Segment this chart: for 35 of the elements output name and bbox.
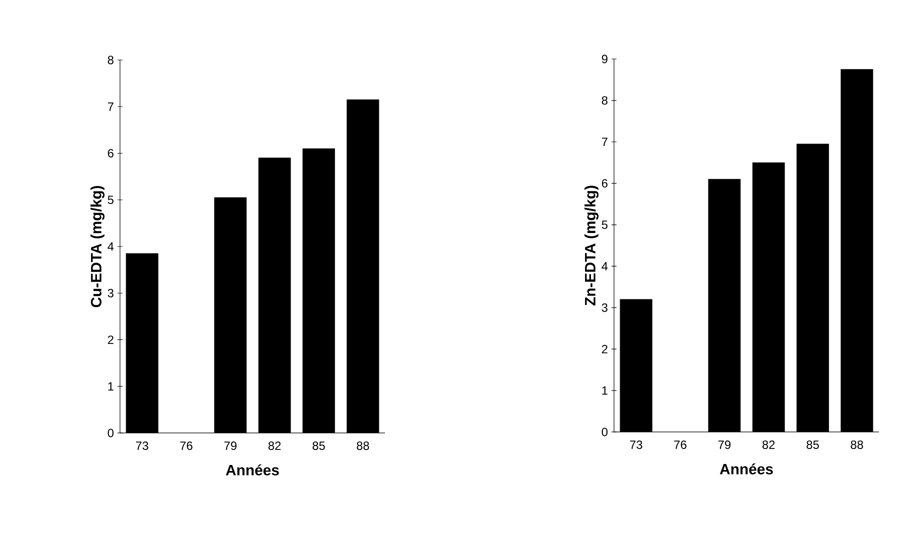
y-tick-label: 0 xyxy=(602,428,608,436)
x-tick-label: 82 xyxy=(268,442,281,450)
x-tick-label: 85 xyxy=(312,442,325,450)
y-tick-label: 6 xyxy=(108,149,114,158)
y-tick-label: 9 xyxy=(602,54,608,64)
y-tick-label: 7 xyxy=(108,102,114,111)
y-tick-label: 5 xyxy=(602,220,608,229)
x-axis-title: Années xyxy=(720,463,773,474)
y-tick-label: 1 xyxy=(108,382,114,390)
y-axis-title: Cu-EDTA (mg/kg) xyxy=(90,186,105,308)
y-tick-label: 3 xyxy=(602,303,608,312)
x-tick-label: 79 xyxy=(224,442,236,450)
y-tick-label: 2 xyxy=(108,336,114,344)
x-tick-label: 76 xyxy=(674,440,686,449)
x-tick-label: 88 xyxy=(850,440,864,449)
y-tick-label: 3 xyxy=(108,288,114,298)
y-tick-label: 1 xyxy=(602,386,608,395)
x-axis-title: Années xyxy=(226,464,279,476)
y-axis-title: Zn-EDTA (mg/kg) xyxy=(584,186,599,306)
x-tick-label: 82 xyxy=(762,440,775,449)
x-tick-label: 73 xyxy=(136,442,148,450)
y-tick-label: 0 xyxy=(108,428,114,438)
y-tick-label: 5 xyxy=(108,196,114,204)
y-tick-label: 6 xyxy=(602,179,608,188)
x-tick-label: 88 xyxy=(356,442,370,450)
y-tick-label: 7 xyxy=(602,138,608,146)
x-tick-label: 73 xyxy=(630,440,642,449)
x-tick-label: 85 xyxy=(806,440,819,449)
y-tick-label: 2 xyxy=(602,344,608,354)
y-tick-label: 4 xyxy=(602,262,608,270)
y-tick-label: 8 xyxy=(108,56,114,64)
x-tick-label: 79 xyxy=(718,440,730,449)
y-tick-label: 8 xyxy=(602,96,608,105)
x-tick-label: 76 xyxy=(180,442,192,450)
y-tick-label: 4 xyxy=(108,242,114,251)
